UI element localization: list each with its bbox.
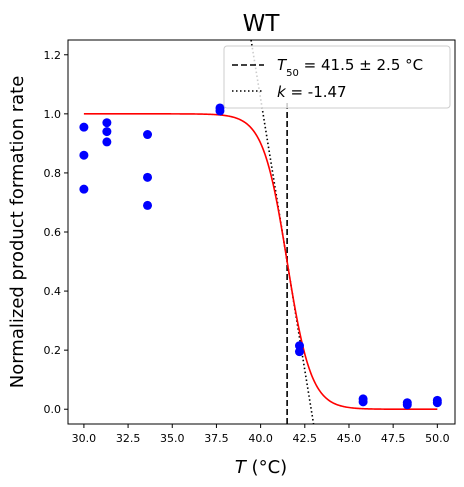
plot-area (67, 39, 456, 425)
data-point-8 (143, 200, 153, 210)
data-point-4 (102, 127, 112, 137)
legend-box (223, 45, 451, 109)
data-point-14 (358, 397, 368, 407)
x-tick-label-7: 47.5 (381, 432, 406, 445)
y-axis-label: Normalized product formation rate (7, 76, 28, 389)
data-point-6 (143, 130, 153, 140)
data-point-18 (432, 398, 442, 408)
x-tick-label-3: 37.5 (204, 432, 229, 445)
data-point-1 (79, 150, 89, 160)
x-axis-label: T (°C) (235, 457, 287, 478)
y-tick-label-3: 0.6 (44, 226, 62, 239)
y-tick-label-6: 1.2 (44, 49, 62, 62)
x-tick-label-0: 30.0 (72, 432, 97, 445)
y-tick-label-4: 0.8 (44, 167, 62, 180)
y-tick-label-5: 1.0 (44, 108, 62, 121)
data-point-3 (102, 118, 112, 128)
chart-title: WT (243, 11, 281, 37)
data-point-10 (215, 106, 225, 116)
x-tick-label-5: 42.5 (293, 432, 318, 445)
legend-t50-label: T50 = 41.5 ± 2.5 °C (277, 56, 423, 79)
legend-k-label: k = -1.47 (277, 83, 347, 101)
x-tick-label-2: 35.0 (160, 432, 185, 445)
fit-curve (83, 113, 438, 411)
y-tick-label-1: 0.2 (44, 344, 62, 357)
data-points (79, 103, 442, 410)
y-tick-label-2: 0.4 (44, 285, 62, 298)
y-tick-label-0: 0.0 (44, 403, 62, 416)
x-tick-label-4: 40.0 (248, 432, 273, 445)
x-tick-label-6: 45.0 (337, 432, 362, 445)
x-tick-label-1: 32.5 (116, 432, 141, 445)
legend: T50 = 41.5 ± 2.5 °C k = -1.47 (223, 45, 451, 109)
data-point-0 (79, 122, 89, 132)
y-axis: 0.0 0.2 0.4 0.6 0.8 1.0 1.2 (44, 49, 68, 416)
data-point-2 (79, 184, 89, 194)
x-axis: 30.0 32.5 35.0 37.5 40.0 42.5 45.0 47.5 50.0 (72, 424, 450, 445)
data-point-7 (143, 172, 153, 182)
data-point-12 (294, 347, 304, 357)
data-point-5 (102, 137, 112, 147)
data-point-16 (402, 400, 412, 410)
x-tick-label-8: 50.0 (425, 432, 450, 445)
